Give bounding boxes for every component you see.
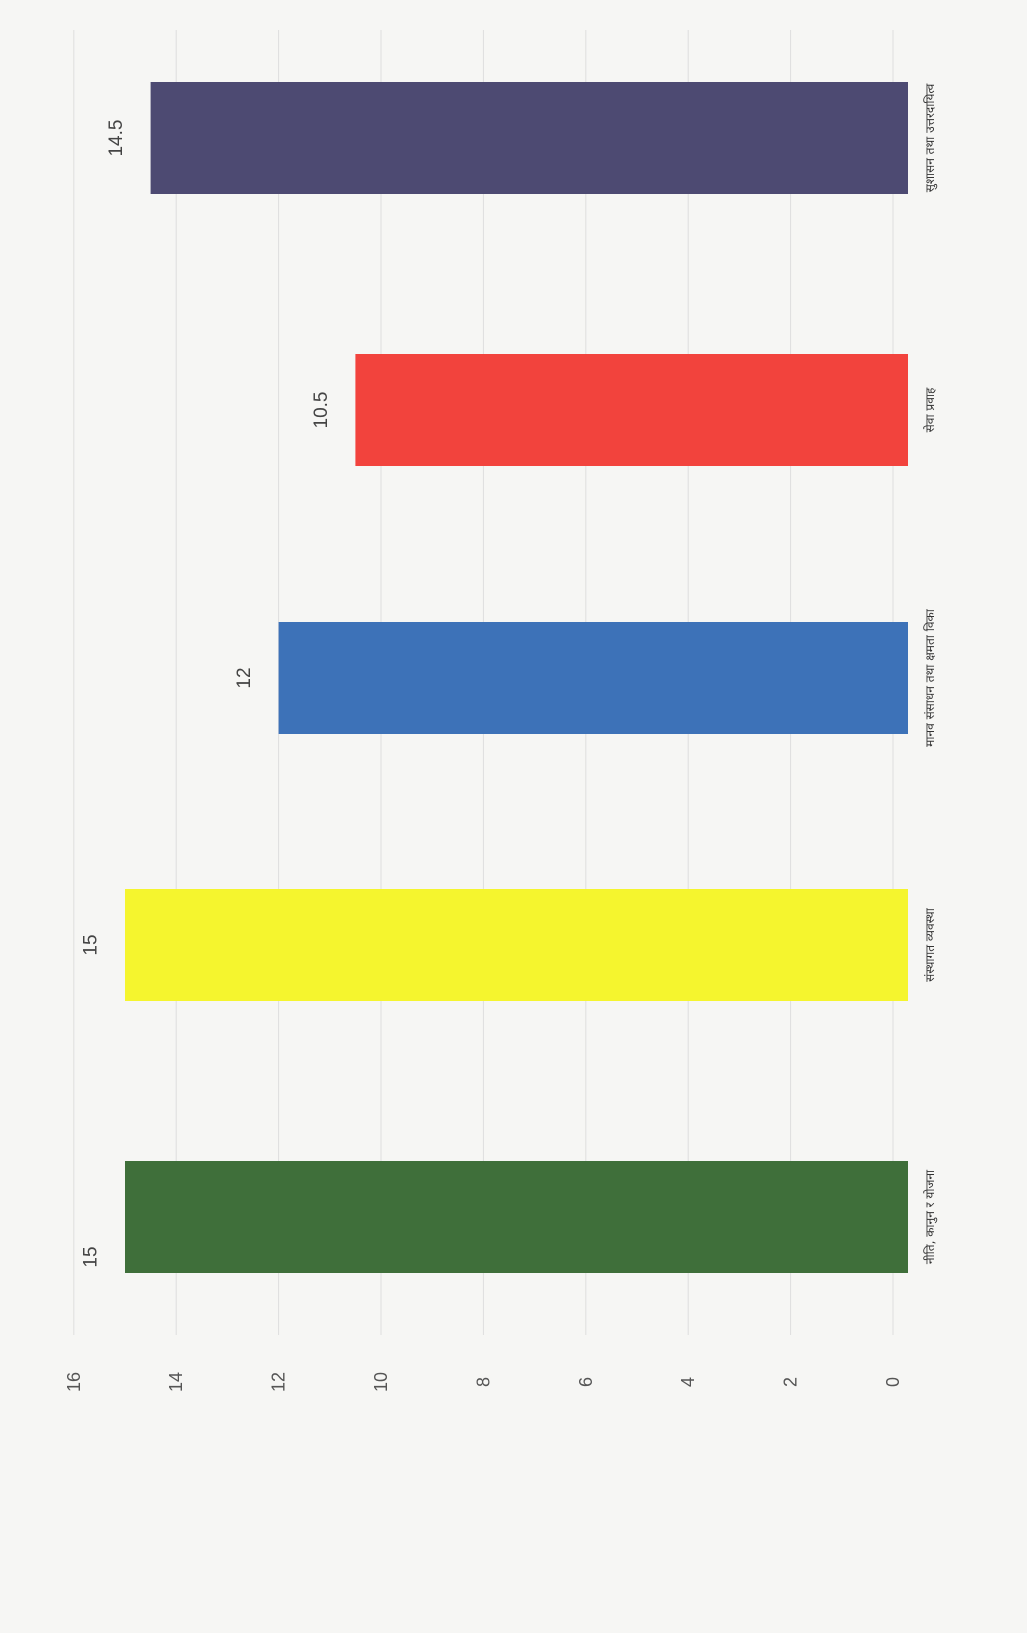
bar-4 bbox=[355, 354, 908, 466]
data-label-3: 12 bbox=[234, 667, 255, 688]
category-label-3: मानव संसाधन तथा क्षमता विका bbox=[923, 608, 937, 747]
data-label-2: 15 bbox=[81, 934, 102, 955]
tick-label-10: 10 bbox=[371, 1372, 391, 1392]
data-label-1: 15 bbox=[81, 1246, 102, 1267]
bar-3 bbox=[278, 622, 909, 734]
data-label-4: 10.5 bbox=[311, 392, 332, 429]
tick-label-12: 12 bbox=[269, 1372, 289, 1392]
bar-2 bbox=[125, 889, 908, 1001]
tick-label-6: 6 bbox=[576, 1377, 596, 1387]
tick-label-8: 8 bbox=[473, 1377, 493, 1387]
data-label-5: 14.5 bbox=[106, 120, 127, 157]
bar-1 bbox=[125, 1161, 908, 1273]
tick-label-14: 14 bbox=[166, 1372, 186, 1392]
category-label-4: सेवा प्रवाह bbox=[923, 387, 937, 432]
category-label-5: सुशासन तथा उत्तरदायित्व bbox=[923, 83, 938, 192]
category-label-1: नीति, कानुन र योजना bbox=[923, 1169, 938, 1264]
labels: 0 2 4 6 8 10 12 14 16 15 नीति, कानुन र योजना 15 संस्… bbox=[64, 83, 938, 1392]
bar-5 bbox=[150, 82, 909, 194]
tick-label-0: 0 bbox=[883, 1377, 903, 1387]
tick-label-4: 4 bbox=[678, 1377, 698, 1387]
category-label-2: संस्थागत व्यवस्था bbox=[923, 907, 937, 982]
tick-label-2: 2 bbox=[781, 1377, 801, 1387]
tick-label-16: 16 bbox=[64, 1372, 84, 1392]
bars bbox=[125, 82, 909, 1273]
